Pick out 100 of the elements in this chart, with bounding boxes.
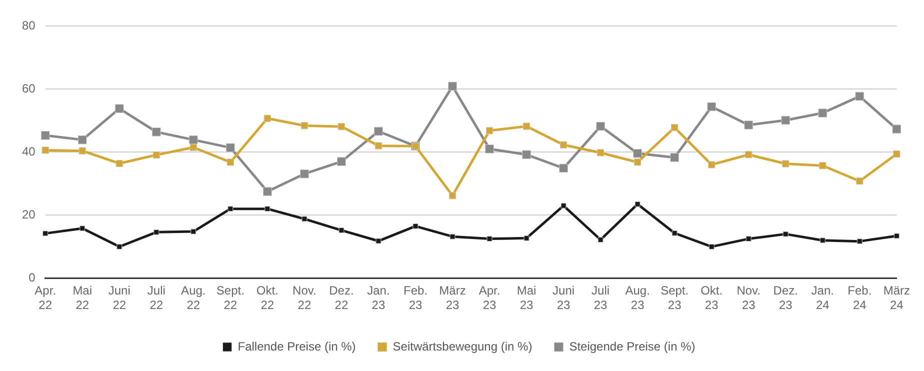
point	[819, 162, 826, 170]
point	[300, 169, 309, 178]
point	[78, 147, 86, 154]
point	[485, 144, 494, 154]
legend-label: Seitwärtsbewegung (in %)	[392, 339, 532, 354]
point	[338, 228, 344, 234]
point	[448, 82, 457, 91]
x-tick-label: Juli 23	[592, 284, 610, 312]
x-tick-label: Nov. 22	[292, 284, 316, 312]
point	[486, 127, 494, 134]
y-tick-label: 0	[28, 270, 36, 285]
point	[263, 187, 272, 196]
point	[820, 238, 826, 244]
x-tick-label: März 24	[883, 284, 910, 312]
legend-label: Fallende Preise (in %)	[238, 339, 356, 354]
point	[818, 108, 828, 118]
point	[634, 201, 640, 207]
point	[782, 231, 788, 237]
point	[338, 122, 346, 130]
point	[374, 126, 383, 136]
point	[634, 158, 642, 166]
point	[708, 161, 716, 168]
x-tick-label: März 23	[439, 284, 466, 312]
point	[856, 238, 862, 244]
point	[376, 238, 382, 244]
point	[522, 150, 531, 160]
point	[40, 130, 50, 140]
point	[894, 233, 900, 239]
x-tick-label: Dez. 22	[329, 284, 354, 312]
x-tick-label: Feb. 24	[848, 284, 872, 312]
point	[226, 143, 235, 152]
y-tick-label: 60	[22, 81, 36, 96]
point	[708, 244, 714, 250]
point	[190, 144, 197, 151]
point	[450, 234, 456, 240]
point	[633, 148, 642, 158]
point	[228, 206, 234, 212]
point	[746, 236, 752, 242]
legend-label: Steigende Preise (in %)	[569, 339, 696, 354]
point	[337, 157, 346, 166]
point	[264, 114, 272, 122]
point	[522, 122, 530, 130]
point	[856, 178, 864, 185]
point	[152, 128, 161, 136]
point	[596, 122, 605, 131]
point	[596, 149, 604, 156]
point	[707, 102, 716, 112]
point	[42, 146, 49, 154]
x-tick-label: Mai 22	[72, 284, 92, 312]
point	[116, 244, 122, 250]
point	[781, 116, 790, 125]
y-tick-label: 40	[22, 144, 36, 158]
point	[855, 92, 864, 101]
y-tick-label: 80	[22, 18, 36, 32]
point	[114, 104, 124, 114]
y-tick-label: 20	[22, 207, 36, 222]
x-tick-label: Mai 23	[516, 284, 536, 312]
point	[524, 235, 530, 241]
x-tick-label: Aug. 22	[181, 284, 206, 312]
point	[559, 164, 568, 173]
x-tick-label: Dez. 23	[773, 284, 798, 312]
point	[672, 230, 678, 236]
point	[560, 202, 566, 208]
x-tick-label: Jan. 23	[367, 284, 390, 312]
x-tick-label: Okt. 23	[700, 284, 723, 312]
point	[598, 237, 604, 242]
point	[560, 141, 568, 148]
point	[42, 230, 48, 236]
point	[670, 153, 680, 162]
x-tick-label: Sept. 22	[216, 284, 244, 312]
point	[745, 151, 752, 158]
point	[152, 151, 160, 159]
x-tick-label: Juli 22	[147, 284, 166, 312]
x-tick-label: Apr. 22	[34, 284, 56, 312]
point	[80, 226, 86, 232]
point	[448, 192, 456, 200]
x-tick-label: Okt. 22	[256, 284, 278, 312]
x-tick-label: Aug. 23	[625, 284, 650, 312]
point	[782, 160, 790, 168]
point	[671, 124, 678, 132]
x-tick-label: Feb. 23	[403, 284, 428, 312]
point	[190, 228, 196, 234]
x-tick-label: Sept. 23	[660, 284, 689, 312]
x-tick-label: Nov. 23	[736, 284, 761, 312]
x-tick-label: Apr. 23	[478, 284, 500, 312]
point	[78, 135, 87, 144]
x-tick-label: Juni 23	[552, 284, 575, 312]
point	[486, 236, 492, 242]
point	[412, 223, 418, 229]
x-tick-label: Juni 22	[108, 284, 130, 312]
point	[116, 160, 123, 168]
point	[892, 124, 902, 134]
point	[374, 142, 382, 150]
point	[264, 206, 270, 212]
point	[300, 122, 308, 130]
point	[188, 135, 198, 144]
point	[302, 216, 308, 222]
point	[226, 158, 234, 166]
x-tick-label: Jan. 24	[811, 284, 834, 312]
point	[744, 120, 754, 130]
